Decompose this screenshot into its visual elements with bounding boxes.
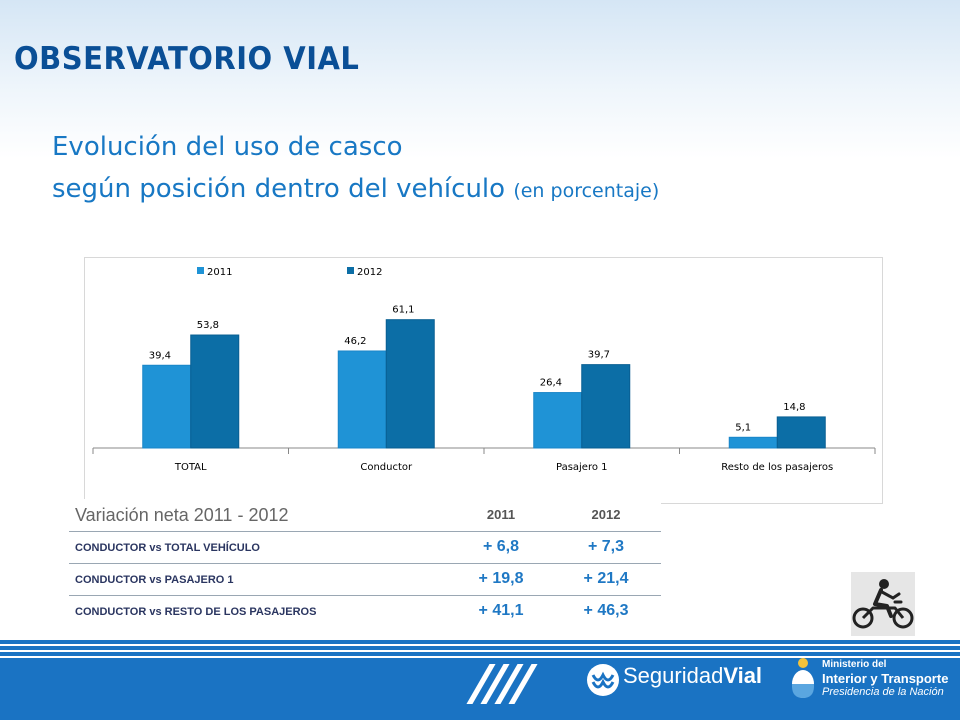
- bar-2011: [142, 364, 192, 449]
- value-2011: + 41,1: [478, 602, 524, 619]
- column-header-2011: 2011: [486, 507, 516, 522]
- row-label: CONDUCTOR vs TOTAL VEHÍCULO: [75, 542, 260, 554]
- data-label: 26,4: [540, 378, 562, 389]
- table-row: CONDUCTOR vs TOTAL VEHÍCULO + 6,8 + 7,3: [69, 531, 661, 563]
- legend-swatch: [197, 267, 204, 274]
- bar-2011: [533, 392, 583, 449]
- category-label: Conductor: [360, 462, 413, 473]
- ministry-line-1: Ministerio del: [822, 659, 887, 670]
- title-unit: (en porcentaje): [513, 180, 660, 202]
- legend-swatch: [347, 267, 354, 274]
- data-label: 39,4: [149, 350, 171, 361]
- table-row: CONDUCTOR vs PASAJERO 1 + 19,8 + 21,4: [69, 563, 661, 595]
- variation-table: Variación neta 2011 - 2012 2011 2012 CON…: [69, 499, 661, 627]
- slide-title: Evolución del uso de casco según posició…: [52, 126, 659, 212]
- ministry-line-2: Interior y Transporte: [822, 671, 949, 686]
- value-2012: + 46,3: [583, 602, 629, 619]
- bar-2012: [581, 364, 631, 449]
- row-label: CONDUCTOR vs PASAJERO 1: [75, 574, 234, 586]
- observatorio-vial-logo: OBSERVATORIO VIAL: [14, 40, 360, 77]
- title-line-2: según posición dentro del vehículo (en p…: [52, 168, 659, 212]
- data-label: 46,2: [344, 336, 366, 347]
- value-2011: + 6,8: [482, 538, 520, 555]
- title-line-1: Evolución del uso de casco: [52, 132, 403, 162]
- variation-title: Variación neta 2011 - 2012: [75, 505, 289, 525]
- ministry-logo: Ministerio del Interior y Transporte Pre…: [822, 659, 948, 698]
- footer-stripe: [0, 644, 960, 646]
- ministry-line-3: Presidencia de la Nación: [822, 686, 944, 698]
- table-row: CONDUCTOR vs RESTO DE LOS PASAJEROS + 41…: [69, 595, 661, 627]
- motorcycle-helmet-icon: [851, 572, 915, 636]
- seguridad-word: Seguridad: [623, 663, 724, 688]
- variation-header: Variación neta 2011 - 2012 2011 2012: [69, 499, 661, 531]
- bar-chart: 39,4 53,8 TOTAL 46,2 61,1 Conductor 26,4 39,7 Pa…: [84, 257, 883, 504]
- data-label: 14,8: [783, 402, 805, 413]
- footer-stripe: [0, 650, 960, 652]
- data-label: 61,1: [392, 305, 414, 316]
- legend-label: 2012: [357, 267, 382, 278]
- legend-label: 2011: [207, 267, 232, 278]
- value-2012: + 7,3: [587, 538, 625, 555]
- title-line-2-text: según posición dentro del vehículo: [52, 174, 506, 204]
- category-label: Resto de los pasajeros: [721, 462, 833, 473]
- bar-2012: [776, 416, 826, 449]
- value-2011: + 19,8: [478, 570, 524, 587]
- data-label: 39,7: [588, 350, 610, 361]
- national-shield-icon: [792, 658, 814, 698]
- vial-word: Vial: [723, 663, 763, 688]
- data-label: 5,1: [735, 422, 751, 433]
- bar-2012: [190, 334, 240, 449]
- value-2012: + 21,4: [583, 570, 629, 587]
- category-label: TOTAL: [174, 462, 207, 473]
- footer-band: [0, 640, 960, 720]
- footer-stripe: [0, 656, 960, 658]
- data-label: 53,8: [197, 320, 219, 331]
- seguridad-vial-emblem-icon: [587, 664, 619, 696]
- bar-2011: [728, 436, 778, 449]
- chart-svg: 39,4 53,8 TOTAL 46,2 61,1 Conductor 26,4 39,7 Pa…: [92, 267, 876, 473]
- bar-2012: [385, 319, 435, 449]
- column-header-2012: 2012: [591, 507, 621, 522]
- bar-2011: [337, 350, 387, 449]
- category-label: Pasajero 1: [556, 462, 608, 473]
- seguridad-vial-logo: SeguridadVial: [623, 663, 762, 689]
- row-label: CONDUCTOR vs RESTO DE LOS PASAJEROS: [75, 606, 317, 618]
